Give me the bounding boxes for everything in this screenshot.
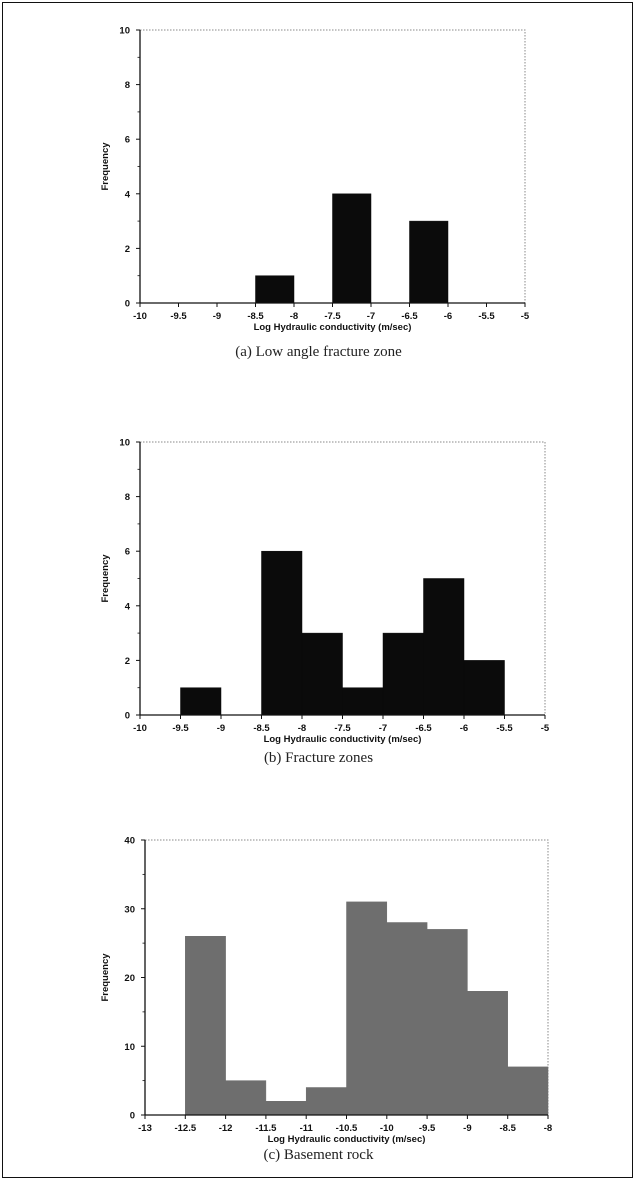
y-tick-label: 0 bbox=[125, 299, 130, 310]
x-tick-label: -7.5 bbox=[324, 311, 341, 322]
x-tick-label: -8 bbox=[290, 311, 298, 322]
y-tick-label: 10 bbox=[119, 438, 130, 449]
y-tick-label: 40 bbox=[124, 836, 135, 847]
histogram-bar bbox=[409, 220, 449, 304]
histogram-basement-rock: -13 -12.5 -12 -11.5 -11 -10.5 -10 -9.5 -9 -8.5 -8 0… bbox=[100, 836, 552, 1146]
x-tick-label: -10 bbox=[133, 311, 147, 322]
histogram-bar bbox=[467, 991, 508, 1116]
x-tick-label: -12.5 bbox=[174, 1123, 196, 1134]
x-tick-label: -10.5 bbox=[336, 1123, 358, 1134]
y-tick-label: 20 bbox=[124, 973, 135, 984]
x-axis-label: Log Hydraulic conductivity (m/sec) bbox=[254, 322, 412, 333]
x-tick-label: -5 bbox=[541, 723, 550, 734]
y-tick-label: 4 bbox=[125, 601, 131, 612]
caption-c: (c) Basement rock bbox=[263, 1147, 374, 1163]
y-tick-label: 10 bbox=[124, 1042, 135, 1053]
histogram-bar bbox=[382, 632, 424, 716]
x-tick-label: -5 bbox=[521, 311, 530, 322]
y-axis-label: Frequency bbox=[100, 953, 111, 1002]
y-tick-label: 8 bbox=[125, 80, 130, 91]
histogram-bar bbox=[463, 660, 505, 716]
y-axis-label: Frequency bbox=[100, 554, 111, 603]
x-tick-label: -5.5 bbox=[496, 723, 513, 734]
x-tick-label: -9 bbox=[213, 311, 221, 322]
x-tick-label: -7.5 bbox=[334, 723, 351, 734]
x-tick-label: -6.5 bbox=[401, 311, 418, 322]
histogram-bar bbox=[305, 1087, 347, 1116]
x-tick-label: -6 bbox=[460, 723, 468, 734]
caption-a: (a) Low angle fracture zone bbox=[235, 344, 402, 360]
y-tick-label: 30 bbox=[124, 904, 135, 915]
histogram-bar bbox=[225, 1080, 267, 1116]
x-tick-label: -11.5 bbox=[255, 1123, 277, 1134]
x-tick-label: -7 bbox=[379, 723, 387, 734]
histogram-bar bbox=[423, 578, 465, 716]
y-tick-label: 6 bbox=[125, 135, 130, 146]
x-tick-label: -10 bbox=[380, 1123, 394, 1134]
histogram-low-angle-fracture-zone: -10 -9.5 -9 -8.5 -8 -7.5 -7 -6.5 -6 -5.5 -5 0 2 4 6 8 10… bbox=[100, 26, 530, 334]
histogram-bar bbox=[507, 1066, 549, 1116]
y-tick-label: 8 bbox=[125, 492, 130, 503]
histogram-bar bbox=[426, 929, 468, 1116]
x-tick-label: -12 bbox=[219, 1123, 233, 1134]
x-tick-label: -8 bbox=[298, 723, 306, 734]
x-tick-label: -6.5 bbox=[415, 723, 432, 734]
y-axis-label: Frequency bbox=[100, 142, 111, 191]
x-tick-label: -9.5 bbox=[172, 723, 189, 734]
histogram-bar bbox=[255, 275, 295, 304]
histogram-bar bbox=[346, 901, 388, 1116]
x-tick-label: -9.5 bbox=[419, 1123, 436, 1134]
x-tick-label: -9 bbox=[463, 1123, 471, 1134]
histogram-bar bbox=[261, 550, 303, 716]
x-tick-label: -5.5 bbox=[478, 311, 495, 322]
y-tick-label: 2 bbox=[125, 656, 130, 667]
histogram-bar bbox=[332, 193, 372, 304]
caption-b: (b) Fracture zones bbox=[263, 750, 374, 766]
x-tick-label: -8.5 bbox=[247, 311, 264, 322]
x-tick-label: -10 bbox=[133, 723, 147, 734]
y-tick-label: 0 bbox=[130, 1111, 135, 1122]
x-tick-label: -8 bbox=[544, 1123, 552, 1134]
y-tick-label: 6 bbox=[125, 547, 130, 558]
histogram-bar bbox=[180, 687, 222, 716]
x-tick-label: -9.5 bbox=[170, 311, 187, 322]
x-axis-label: Log Hydraulic conductivity (m/sec) bbox=[268, 1134, 426, 1145]
x-tick-label: -13 bbox=[138, 1123, 152, 1134]
y-tick-label: 0 bbox=[125, 711, 130, 722]
x-tick-label: -7 bbox=[367, 311, 375, 322]
x-tick-label: -11 bbox=[300, 1123, 314, 1134]
y-tick-label: 2 bbox=[125, 244, 130, 255]
x-axis-label: Log Hydraulic conductivity (m/sec) bbox=[264, 734, 422, 745]
x-tick-label: -9 bbox=[217, 723, 225, 734]
x-tick-label: -8.5 bbox=[500, 1123, 517, 1134]
x-tick-label: -6 bbox=[444, 311, 452, 322]
y-tick-label: 4 bbox=[125, 189, 131, 200]
x-tick-label: -8.5 bbox=[253, 723, 270, 734]
y-tick-label: 10 bbox=[119, 26, 130, 37]
histogram-bar bbox=[342, 687, 384, 716]
histogram-fracture-zones: -10 -9.5 -9 -8.5 -8 -7.5 -7 -6.5 -6 -5.5 -5 0 2 4 6 8 10… bbox=[100, 438, 550, 746]
histogram-bar bbox=[301, 632, 343, 716]
histogram-bar bbox=[185, 936, 226, 1116]
histogram-bar bbox=[386, 922, 428, 1116]
histogram-bar bbox=[265, 1101, 307, 1116]
